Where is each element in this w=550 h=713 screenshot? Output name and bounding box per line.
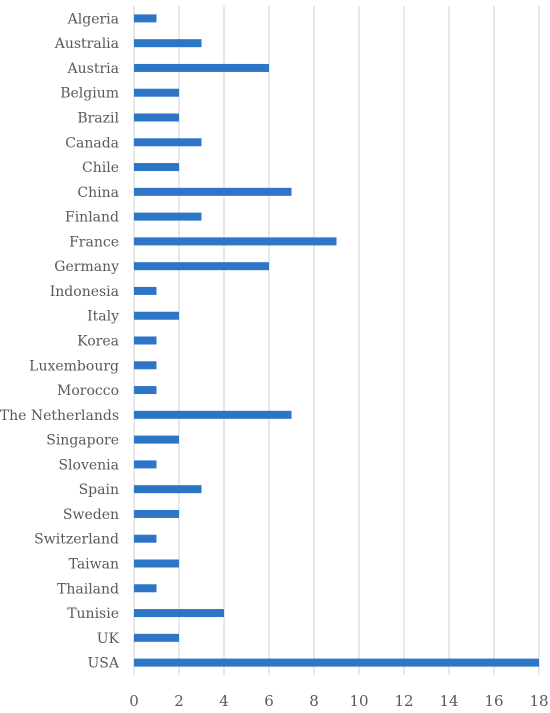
bar (134, 386, 157, 395)
bar (134, 88, 179, 97)
category-label: Chile (82, 160, 119, 176)
x-tick-label: 2 (174, 692, 184, 710)
category-label: Luxembourg (29, 358, 119, 374)
bar (134, 460, 157, 469)
bar (134, 361, 157, 370)
bar (134, 63, 269, 72)
x-tick-label: 18 (529, 692, 548, 710)
bar (134, 212, 202, 221)
x-tick-label: 14 (439, 692, 458, 710)
bar (134, 584, 157, 593)
category-label: Brazil (77, 111, 119, 127)
category-label: China (77, 185, 119, 201)
category-label: France (69, 234, 119, 250)
bar (134, 633, 179, 642)
category-label: Slovenia (58, 457, 119, 473)
x-tick-label: 12 (394, 692, 413, 710)
bar (134, 187, 292, 196)
bar (134, 609, 224, 618)
gridlines (133, 6, 540, 675)
category-label: Tunisie (67, 606, 119, 622)
category-label: Sweden (63, 507, 119, 523)
category-label: Belgium (60, 86, 119, 102)
x-tick-label: 16 (484, 692, 503, 710)
bar (134, 286, 157, 295)
category-labels: Algeria Australia Austria Belgium Brazil Cana… (0, 11, 120, 671)
bar (134, 509, 179, 518)
category-label: Taiwan (69, 557, 119, 573)
bar (134, 485, 202, 494)
bar (134, 262, 269, 271)
bar (134, 39, 202, 48)
x-tick-label: 10 (349, 692, 368, 710)
bar (134, 311, 179, 320)
bar (134, 14, 157, 23)
category-label: Indonesia (50, 284, 119, 300)
category-label: Switzerland (34, 532, 119, 548)
category-label: Italy (87, 309, 119, 325)
bar (134, 163, 179, 172)
category-label: Morocco (57, 383, 119, 399)
category-label: Australia (54, 36, 119, 52)
category-label: The Netherlands (0, 408, 119, 424)
bar (134, 435, 179, 444)
x-tick-label: 8 (309, 692, 319, 710)
x-tick-label: 4 (219, 692, 229, 710)
x-axis-ticks: 0 2 4 6 8 10 12 14 16 18 (129, 692, 548, 710)
category-label: Spain (79, 482, 119, 498)
x-tick-label: 0 (129, 692, 139, 710)
x-tick-label: 6 (264, 692, 274, 710)
category-label: Algeria (67, 11, 119, 27)
category-label: UK (97, 631, 120, 647)
category-label: Korea (77, 334, 119, 350)
bar (134, 534, 157, 543)
category-label: Canada (65, 135, 119, 151)
bar (134, 138, 202, 147)
category-label: Singapore (46, 433, 119, 449)
bar (134, 113, 179, 122)
category-label: Austria (67, 61, 119, 77)
category-label: USA (88, 656, 120, 672)
bar (134, 336, 157, 345)
bar (134, 559, 179, 568)
category-label: Thailand (57, 581, 119, 597)
bars (134, 14, 539, 667)
bar (134, 237, 337, 246)
bar (134, 658, 539, 667)
category-label: Finland (65, 210, 119, 226)
category-label: Germany (54, 259, 119, 275)
bar (134, 410, 292, 419)
